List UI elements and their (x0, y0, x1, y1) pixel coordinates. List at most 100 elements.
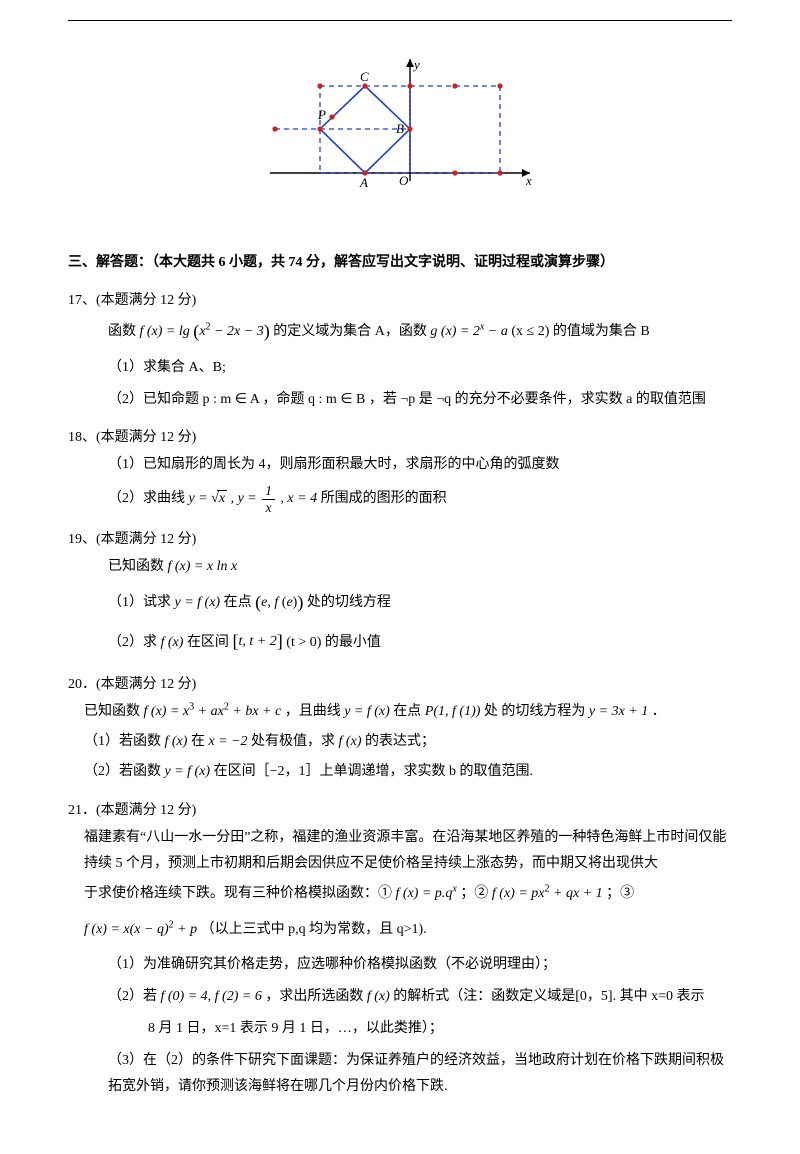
q19-p2c: 的最小值 (325, 634, 381, 649)
q21-p2a: （2）若 (108, 989, 161, 1004)
q21-p2b: ，求出所选函数 (265, 989, 367, 1004)
q21-part1: （1）为准确研究其价格走势，应选哪种价格模拟函数（不必说明理由）； (108, 952, 732, 978)
q17-part1: （1）求集合 A、B; (108, 355, 732, 381)
q20-fx1: f (x) (165, 734, 188, 749)
figure-wrap: y x O A B C P (68, 51, 732, 201)
top-rule (68, 20, 732, 21)
q19-p2a: （2）求 (108, 634, 161, 649)
q20-fxdef: f (x) = x3 + ax2 + bx + c (144, 704, 282, 719)
q21-part3: （3）在（2）的条件下研究下面课题：为保证养殖户的经济效益，当地政府计划在价格下… (108, 1048, 732, 1100)
q18-c2num: 1 (262, 484, 275, 499)
label-C: C (360, 69, 369, 84)
q20-part2: （2）若函数 y = f (x) 在区间［−2，1］上单调递增，求实数 b 的取… (84, 759, 732, 785)
q21-l2b: ；② (460, 886, 492, 901)
q18-curve2: y = 1x (238, 491, 281, 506)
q21-fx: f (x) (367, 989, 390, 1004)
q19-interval: [t, t + 2] (232, 634, 282, 649)
q20-l1c: 在点 (393, 704, 421, 719)
q19-p2b: 在区间 (187, 634, 233, 649)
q18-curve1: y = √x (189, 491, 231, 506)
q21-p2c: 的解析式（注：函数定义域是[0，5]. 其中 x=0 表示 (393, 989, 704, 1004)
q19-fx: f (x) (161, 634, 184, 649)
q17-g-cond: (x ≤ 2) (511, 324, 549, 339)
q21-f1: f (x) = p.qx (396, 886, 457, 901)
label-P: P (317, 107, 326, 122)
q20-num: 20．(本题满分 12 分) (68, 673, 732, 693)
q19-num: 19、(本题满分 12 分) (68, 528, 732, 548)
q19-part1: （1）试求 y = f (x) 在点 (e, f (e)) 处的切线方程 (108, 586, 732, 620)
coordinate-figure: y x O A B C P (260, 51, 540, 201)
q17-g: g (x) = 2x − a (x ≤ 2) (430, 324, 552, 339)
question-17: 17、(本题满分 12 分) 函数 f (x) = lg (x2 − 2x − … (68, 289, 732, 412)
q18-sep1: , (231, 491, 238, 506)
q20-part1: （1）若函数 f (x) 在 x = −2 处有极值，求 f (x) 的表达式； (84, 729, 732, 755)
q21-part2-cont: 8 月 1 日，x=1 表示 9 月 1 日，…，以此类推）； (148, 1016, 732, 1042)
q21-l3b: （以上三式中 p,q 均为常数，且 q>1). (201, 922, 427, 937)
q17-stem: 函数 f (x) = lg (x2 − 2x − 3) 的定义域为集合 A，函数… (108, 315, 732, 349)
q20-l1a: 已知函数 (84, 704, 144, 719)
q19-f: f (x) = x ln x (168, 559, 238, 574)
q20-fx2: f (x) (339, 734, 362, 749)
q21-l2a: 于求使价格连续下跌。现有三种价格模拟函数：① (84, 886, 396, 901)
q20-p1b: 在 (191, 734, 205, 749)
q21-stem3: f (x) = x(x − q)2 + p （以上三式中 p,q 均为常数，且 … (84, 917, 732, 943)
q21-stem2: 于求使价格连续下跌。现有三种价格模拟函数：① f (x) = p.qx ；② f… (84, 881, 732, 907)
q20-l1e: ． (652, 704, 666, 719)
q19-p1a: （1）试求 (108, 595, 175, 610)
q19-yfx: y = f (x) (175, 595, 221, 610)
section-heading: 三、解答题：（本大题共 6 小题，共 74 分，解答应写出文字说明、证明过程或演… (68, 251, 732, 271)
q21-part2: （2）若 f (0) = 4, f (2) = 6 ，求出所选函数 f (x) … (108, 984, 732, 1010)
q20-stem: 已知函数 f (x) = x3 + ax2 + bx + c ，且曲线 y = … (84, 699, 732, 725)
q17-num: 17、(本题满分 12 分) (68, 289, 732, 309)
question-20: 20．(本题满分 12 分) 已知函数 f (x) = x3 + ax2 + b… (68, 673, 732, 785)
q18-p2a: （2）求曲线 (108, 491, 189, 506)
q17-g-lhs: g (x) = 2 (430, 324, 480, 339)
q18-c1arg: x (217, 490, 227, 506)
q18-c2den: x (262, 500, 275, 514)
q19-part2: （2）求 f (x) 在区间 [t, t + 2] (t > 0) 的最小值 (108, 626, 732, 660)
q20-p1a: （1）若函数 (84, 734, 165, 749)
x-axis-label: x (525, 173, 532, 188)
q18-curve3: x = 4 (287, 491, 317, 506)
q19-tcond: (t > 0) (286, 634, 321, 649)
q17-g-rhs: − a (484, 324, 511, 339)
q20-p1c: 处有极值，求 (251, 734, 339, 749)
q18-part1: （1）已知扇形的周长为 4，则扇形面积最大时，求扇形的中心角的弧度数 (108, 452, 732, 478)
q18-part2: （2）求曲线 y = √x , y = 1x , x = 4 所围成的图形的面积 (108, 484, 732, 514)
question-19: 19、(本题满分 12 分) 已知函数 f (x) = x ln x （1）试求… (68, 528, 732, 659)
q19-p1b: 在点 (224, 595, 256, 610)
q20-l1d: 处 的切线方程为 (484, 704, 589, 719)
label-B: B (396, 121, 404, 136)
q21-l2c: ；③ (606, 886, 634, 901)
q21-cond: f (0) = 4, f (2) = 6 (161, 989, 262, 1004)
q20-p2b: 在区间［−2，1］上单调递增，求实数 b 的取值范围. (214, 764, 533, 779)
q21-f2: f (x) = px2 + qx + 1 (492, 886, 603, 901)
q17-part2: （2）已知命题 p : m ∈ A ，命题 q : m ∈ B ，若 ¬p 是 … (108, 387, 732, 413)
q18-num: 18、(本题满分 12 分) (68, 426, 732, 446)
q17-f: f (x) = lg (x2 − 2x − 3) (140, 324, 274, 339)
question-21: 21．(本题满分 12 分) 福建素有“八山一水一分田”之称，福建的渔业资源丰富… (68, 799, 732, 1100)
q21-f3: f (x) = x(x − q)2 + p (84, 922, 197, 937)
q19-l1: 已知函数 (108, 559, 168, 574)
q17-l1c: 的值域为集合 B (553, 324, 650, 339)
q20-p1d: 的表达式； (365, 734, 435, 749)
q20-p2a: （2）若函数 (84, 764, 165, 779)
q20-l1b: ，且曲线 (285, 704, 341, 719)
q20-xneg2: x = −2 (208, 734, 247, 749)
y-axis-label: y (412, 57, 420, 72)
q20-yfx2: y = f (x) (165, 764, 211, 779)
question-18: 18、(本题满分 12 分) （1）已知扇形的周长为 4，则扇形面积最大时，求扇… (68, 426, 732, 513)
origin-label: O (399, 173, 409, 188)
q17-f-inner: x2 − 2x − 3 (199, 324, 263, 339)
q18-p2b: 所围成的图形的面积 (321, 491, 447, 506)
q21-stem1: 福建素有“八山一水一分田”之称，福建的渔业资源丰富。在沿海某地区养殖的一种特色海… (84, 825, 732, 877)
q18-c1lhs: y = (189, 491, 212, 506)
label-A: A (359, 175, 368, 190)
q20-pt: P(1, f (1)) (425, 704, 481, 719)
q17-f-lhs: f (x) = lg (140, 324, 190, 339)
q17-l1a: 函数 (108, 324, 140, 339)
q18-c2lhs: y = (238, 491, 261, 506)
q19-pt: (e, f (e)) (255, 595, 303, 610)
q19-p1c: 处的切线方程 (307, 595, 391, 610)
q20-yfx: y = f (x) (344, 704, 390, 719)
